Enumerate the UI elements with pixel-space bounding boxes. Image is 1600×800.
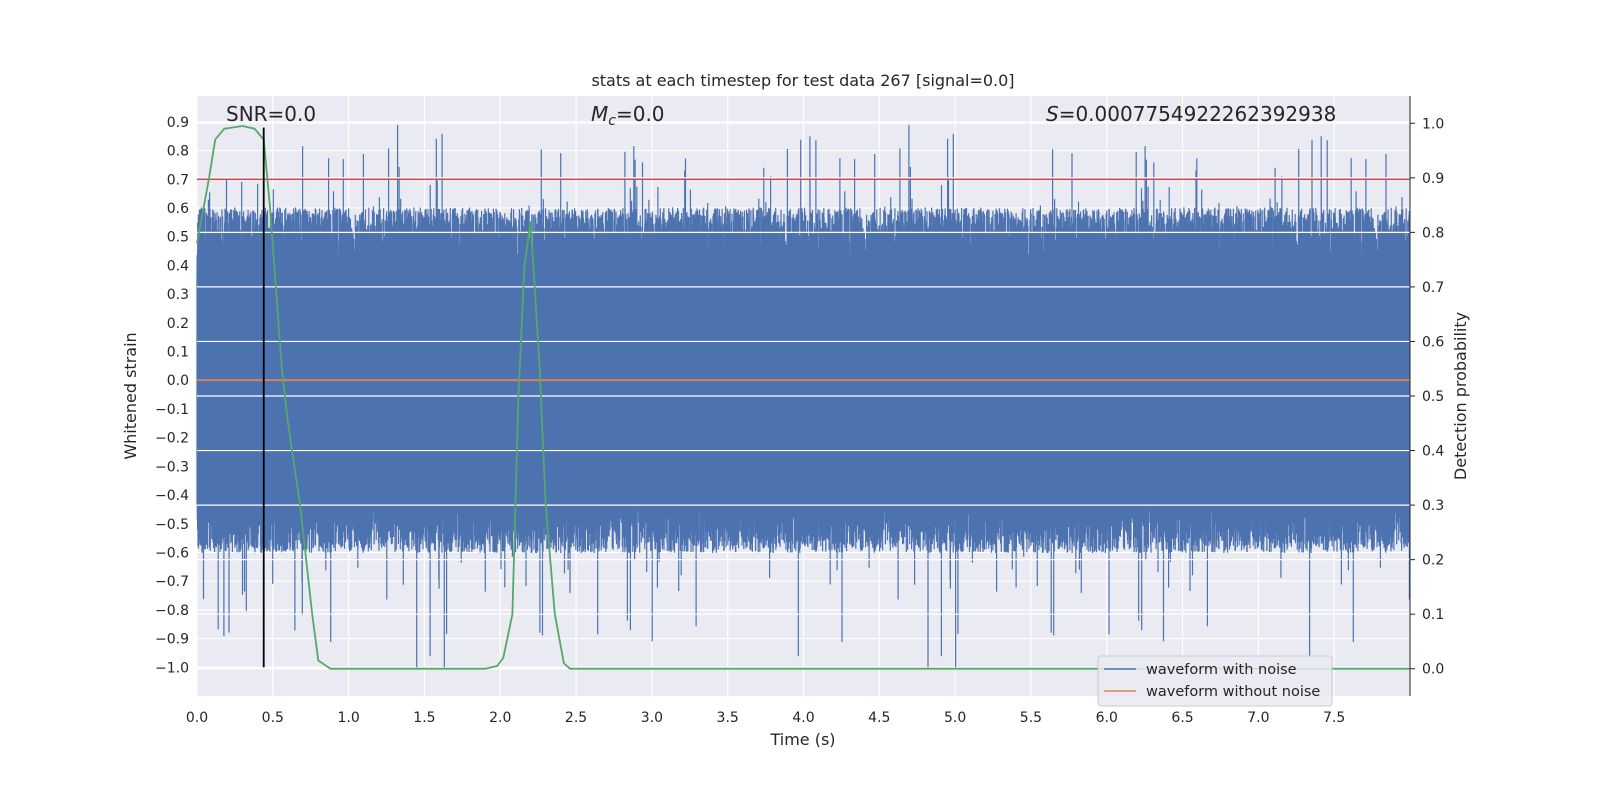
legend-label-noise: waveform with noise bbox=[1146, 662, 1297, 678]
axes: 0.0 0.5 1.0 1.5 2.0 2.5 3.0 3.5 4.0 4.5 5.0 5.5 6.0 6… bbox=[155, 96, 1444, 726]
y-tick-label: −0.5 bbox=[155, 517, 189, 533]
x-tick-label: 1.5 bbox=[413, 710, 435, 726]
y2-tick-label: 0.1 bbox=[1422, 607, 1444, 623]
x-tick-label: 2.0 bbox=[489, 710, 511, 726]
y-tick-label: 0.4 bbox=[167, 258, 189, 274]
y-tick-label: 0.7 bbox=[167, 172, 189, 188]
y2-tick-label: 0.7 bbox=[1422, 280, 1444, 296]
y2-tick-label: 0.2 bbox=[1422, 553, 1444, 569]
legend-label-clean: waveform without noise bbox=[1146, 684, 1320, 700]
y-tick-label: −0.1 bbox=[155, 402, 189, 418]
y-tick-label: 0.2 bbox=[167, 316, 189, 332]
y-tick-label: −0.7 bbox=[155, 574, 189, 590]
annotation-snr: SNR=0.0 bbox=[226, 102, 316, 126]
y-tick-label: −0.6 bbox=[155, 545, 189, 561]
y-tick-label: −0.4 bbox=[155, 488, 189, 504]
x-tick-label: 4.5 bbox=[868, 710, 890, 726]
y-tick-label: 0.9 bbox=[167, 115, 189, 131]
y-tick-label: 0.6 bbox=[167, 201, 189, 217]
annotation-mc: Mc=0.0 bbox=[591, 102, 665, 129]
annotation-s: S=0.0007754922262392938 bbox=[1046, 102, 1336, 126]
overlay-lines bbox=[196, 122, 1410, 670]
y-tick-label: 0.3 bbox=[167, 287, 189, 303]
y-axis-label: Whitened strain bbox=[121, 332, 140, 459]
y-tick-label: 0.0 bbox=[167, 373, 189, 389]
annotation-s-symbol: S bbox=[1046, 102, 1059, 126]
y-tick-label: −0.9 bbox=[155, 632, 189, 648]
x-tick-label: 2.5 bbox=[565, 710, 587, 726]
x-axis-label: Time (s) bbox=[769, 730, 835, 749]
y2-tick-label: 0.3 bbox=[1422, 498, 1444, 514]
x-tick-label: 1.0 bbox=[337, 710, 359, 726]
x-tick-label: 3.5 bbox=[717, 710, 739, 726]
y-tick-label: 0.1 bbox=[167, 345, 189, 361]
x-tick-label: 6.0 bbox=[1096, 710, 1118, 726]
x-tick-label: 3.0 bbox=[641, 710, 663, 726]
legend: waveform with noise waveform without noi… bbox=[1097, 655, 1333, 707]
x-tick-label: 7.5 bbox=[1323, 710, 1345, 726]
y-tick-label: −0.2 bbox=[155, 431, 189, 447]
annotation-mc-value: =0.0 bbox=[616, 102, 665, 126]
chart-title: stats at each timestep for test data 267… bbox=[591, 71, 1014, 90]
y2-tick-label: 0.6 bbox=[1422, 334, 1444, 350]
y2-tick-label: 1.0 bbox=[1422, 116, 1444, 132]
x-tick-label: 0.5 bbox=[262, 710, 284, 726]
y2-tick-label: 0.0 bbox=[1422, 662, 1444, 678]
y2-tick-label: 0.5 bbox=[1422, 389, 1444, 405]
y-tick-label: 0.8 bbox=[167, 144, 189, 160]
annotation-mc-sub: c bbox=[608, 113, 616, 129]
x-tick-label: 7.0 bbox=[1247, 710, 1269, 726]
x-tick-label: 0.0 bbox=[186, 710, 208, 726]
y-tick-label: 0.5 bbox=[167, 230, 189, 246]
x-tick-label: 5.5 bbox=[1020, 710, 1042, 726]
legend-box bbox=[1097, 655, 1333, 707]
series-detection-probability bbox=[196, 125, 1410, 670]
x-tick-label: 5.0 bbox=[944, 710, 966, 726]
y2-tick-label: 0.4 bbox=[1422, 444, 1444, 460]
annotation-mc-symbol: M bbox=[591, 102, 608, 126]
y2-tick-label: 0.9 bbox=[1422, 171, 1444, 187]
annotation-s-value: =0.0007754922262392938 bbox=[1059, 102, 1337, 126]
y-tick-label: −0.8 bbox=[155, 603, 189, 619]
x-tick-label: 4.0 bbox=[792, 710, 814, 726]
y-tick-label: −1.0 bbox=[155, 660, 189, 676]
x-tick-label: 6.5 bbox=[1171, 710, 1193, 726]
y-tick-label: −0.3 bbox=[155, 459, 189, 475]
y2-axis-label: Detection probability bbox=[1451, 312, 1470, 480]
y2-tick-label: 0.8 bbox=[1422, 225, 1444, 241]
